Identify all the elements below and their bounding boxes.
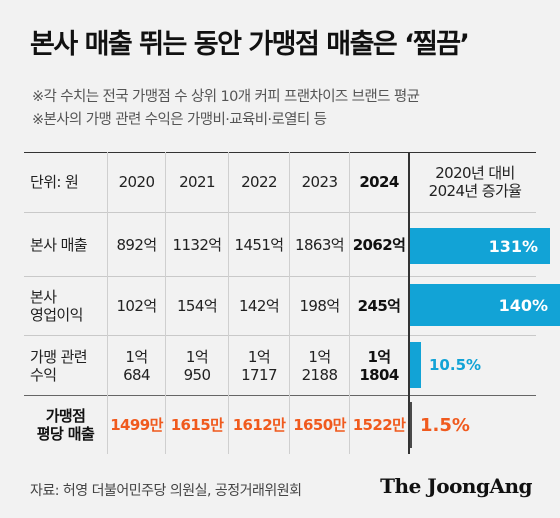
- row-label-line2: 수익: [30, 365, 57, 384]
- growth-bar-hq-operating-profit: 140%: [410, 284, 560, 326]
- cell-line2: 1804: [359, 365, 399, 384]
- cell-line2: 684: [123, 365, 150, 384]
- table-cell: 1132억: [172, 235, 223, 254]
- data-table: 단위: 원 2020 2021 2022 2023 2024 2020년 대비 …: [24, 152, 560, 454]
- table-row-divider: [24, 335, 536, 336]
- page-title: 본사 매출 뛰는 동안 가맹점 매출은 ‘찔끔’: [30, 29, 470, 60]
- row-label-franchise-revenue: 가맹 관련 수익: [24, 336, 107, 395]
- unit-label: 단위: 원: [30, 173, 79, 191]
- year-header: 2021: [179, 173, 215, 191]
- column-divider: [107, 152, 108, 454]
- growth-value: 131%: [488, 236, 538, 256]
- table-cell: 1억 1717: [229, 336, 289, 395]
- note-scope: ※각 수치는 전국 가맹점 수 상위 10개 커피 프랜차이즈 브랜드 평균: [32, 89, 420, 105]
- row-label-line2: 평당 매출: [36, 425, 95, 443]
- note-revenue-definition: ※본사의 가맹 관련 수익은 가맹비·교육비·로열티 등: [32, 112, 327, 128]
- cell-line1: 1억: [247, 347, 271, 366]
- table-cell: 154억: [176, 297, 218, 315]
- year-header: 2022: [241, 173, 277, 191]
- row-label-hq-sales: 본사 매출: [30, 235, 88, 254]
- table-cell-highlight: 1522만: [352, 416, 406, 434]
- growth-bar-store-sales: [410, 402, 412, 448]
- cell-line1: 1억: [185, 347, 209, 366]
- cell-line1: 1억: [125, 347, 148, 366]
- table-cell: 1억 950: [166, 336, 228, 395]
- source-credit: 자료: 허영 더불어민주당 의원실, 공정거래위원회: [30, 483, 302, 499]
- table-cell: 102억: [116, 297, 157, 315]
- table-cell-highlight: 1612만: [232, 416, 286, 434]
- growth-header-line2: 2024년 증가율: [428, 182, 522, 200]
- growth-bar-franchise-revenue: [410, 342, 421, 388]
- table-row-divider: [24, 276, 536, 277]
- growth-value: 10.5%: [429, 356, 482, 374]
- table-cell-2024: 245억: [357, 297, 401, 315]
- growth-value: 140%: [498, 295, 548, 315]
- growth-header: 2020년 대비 2024년 증가율: [410, 152, 540, 212]
- growth-value: 1.5%: [420, 414, 470, 436]
- growth-bar-hq-sales: 131%: [410, 228, 550, 264]
- cell-line2: 2188: [301, 365, 338, 384]
- year-header-2024: 2024: [359, 173, 399, 191]
- year-header: 2023: [301, 173, 338, 191]
- column-divider: [349, 152, 350, 454]
- cell-line2: 1717: [241, 365, 277, 384]
- table-cell-highlight: 1615만: [170, 416, 224, 434]
- year-header: 2020: [118, 173, 155, 191]
- growth-column-divider: [408, 152, 410, 454]
- row-label-line2: 영업이익: [30, 306, 83, 324]
- cell-line2: 950: [183, 365, 211, 384]
- table-row-divider: [24, 212, 536, 213]
- table-cell: 198억: [299, 297, 340, 315]
- table-cell: 1863억: [295, 235, 345, 254]
- table-cell: 892억: [116, 235, 157, 254]
- cell-line1: 1억: [308, 347, 331, 366]
- column-divider: [165, 152, 166, 454]
- row-label-line1: 가맹점: [45, 407, 86, 425]
- brand-logo: The JoongAng: [380, 474, 532, 498]
- table-cell: 1451억: [234, 235, 285, 254]
- table-cell-2024: 1억 1804: [350, 336, 408, 395]
- table-cell: 1억 684: [108, 336, 165, 395]
- column-divider: [289, 152, 290, 454]
- column-divider: [228, 152, 229, 454]
- table-cell-highlight: 1499만: [110, 416, 163, 434]
- row-label-line1: 본사: [30, 288, 57, 306]
- cell-line1: 1억: [367, 347, 391, 366]
- table-cell-highlight: 1650만: [293, 416, 346, 434]
- row-label-store-sales-per-pyeong: 가맹점 평당 매출: [24, 396, 107, 454]
- row-label-line1: 가맹 관련: [30, 347, 88, 366]
- growth-header-line1: 2020년 대비: [435, 164, 515, 182]
- table-top-rule: [24, 152, 536, 153]
- table-cell: 1억 2188: [290, 336, 349, 395]
- table-cell-2024: 2062억: [352, 235, 406, 254]
- row-label-hq-operating-profit: 본사 영업이익: [24, 277, 107, 335]
- table-cell: 142억: [238, 297, 280, 315]
- table-row-divider: [24, 395, 536, 396]
